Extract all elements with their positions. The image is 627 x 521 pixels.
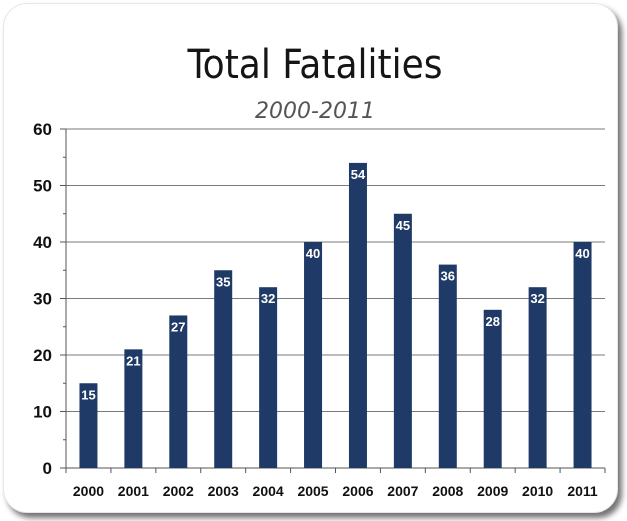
y-tick-label: 60 [33,120,52,139]
bar-value-label: 15 [81,387,95,402]
bar-value-label: 40 [306,246,320,261]
y-axis-ticks: 0 10 20 30 40 50 60 [33,120,52,478]
bar-2003 [214,270,233,468]
x-tick-label: 2007 [387,483,418,499]
y-tick-label: 50 [33,177,52,196]
bar-2009 [483,309,502,468]
x-tick-label: 2005 [297,483,328,499]
x-tick-label: 2011 [567,483,598,499]
gridlines [66,128,605,412]
bar-2007 [393,213,412,468]
bar-2000 [79,383,98,468]
bar-2006 [348,162,367,468]
y-tick-label: 30 [33,290,52,309]
bar-value-label: 21 [126,353,140,368]
bar-value-label: 35 [216,274,230,289]
x-tick-label: 2006 [342,483,373,499]
x-tick-label: 2003 [208,483,239,499]
bar-value-label: 28 [485,314,499,329]
bar-2004 [259,287,278,468]
data-labels: 15 21 27 35 32 40 54 45 36 28 32 40 [81,167,590,402]
bar-2002 [169,315,188,468]
x-tick-label: 2000 [73,483,104,499]
bar-value-label: 36 [441,269,455,284]
bar-value-label: 32 [261,291,275,306]
chart-subtitle: 2000-2011 [255,99,375,124]
x-tick-label: 2009 [477,483,508,499]
x-tick-label: 2010 [522,483,553,499]
x-tick-label: 2008 [432,483,463,499]
y-tick-label: 0 [43,459,52,478]
y-tick-label: 10 [33,403,52,422]
chart-title: Total Fatalities [187,42,443,88]
x-axis-ticks: 2000 2001 2002 2003 2004 2005 2006 2007 2008 2009… [73,483,598,499]
bar-2010 [528,287,547,468]
y-tick-label: 20 [33,346,52,365]
x-tick-label: 2002 [163,483,194,499]
bar-2001 [124,349,143,468]
bar-value-label: 40 [575,246,589,261]
bar-2008 [438,264,457,468]
x-tick-label: 2004 [253,483,284,499]
bar-2011 [573,242,592,468]
x-tick-label: 2001 [118,483,149,499]
y-tick-label: 40 [33,233,52,252]
bar-value-label: 27 [171,319,185,334]
bar-value-label: 54 [351,167,366,182]
bar-2005 [304,242,323,468]
axes [60,128,606,473]
bars [79,162,592,468]
bar-value-label: 45 [396,218,410,233]
bar-value-label: 32 [530,291,544,306]
